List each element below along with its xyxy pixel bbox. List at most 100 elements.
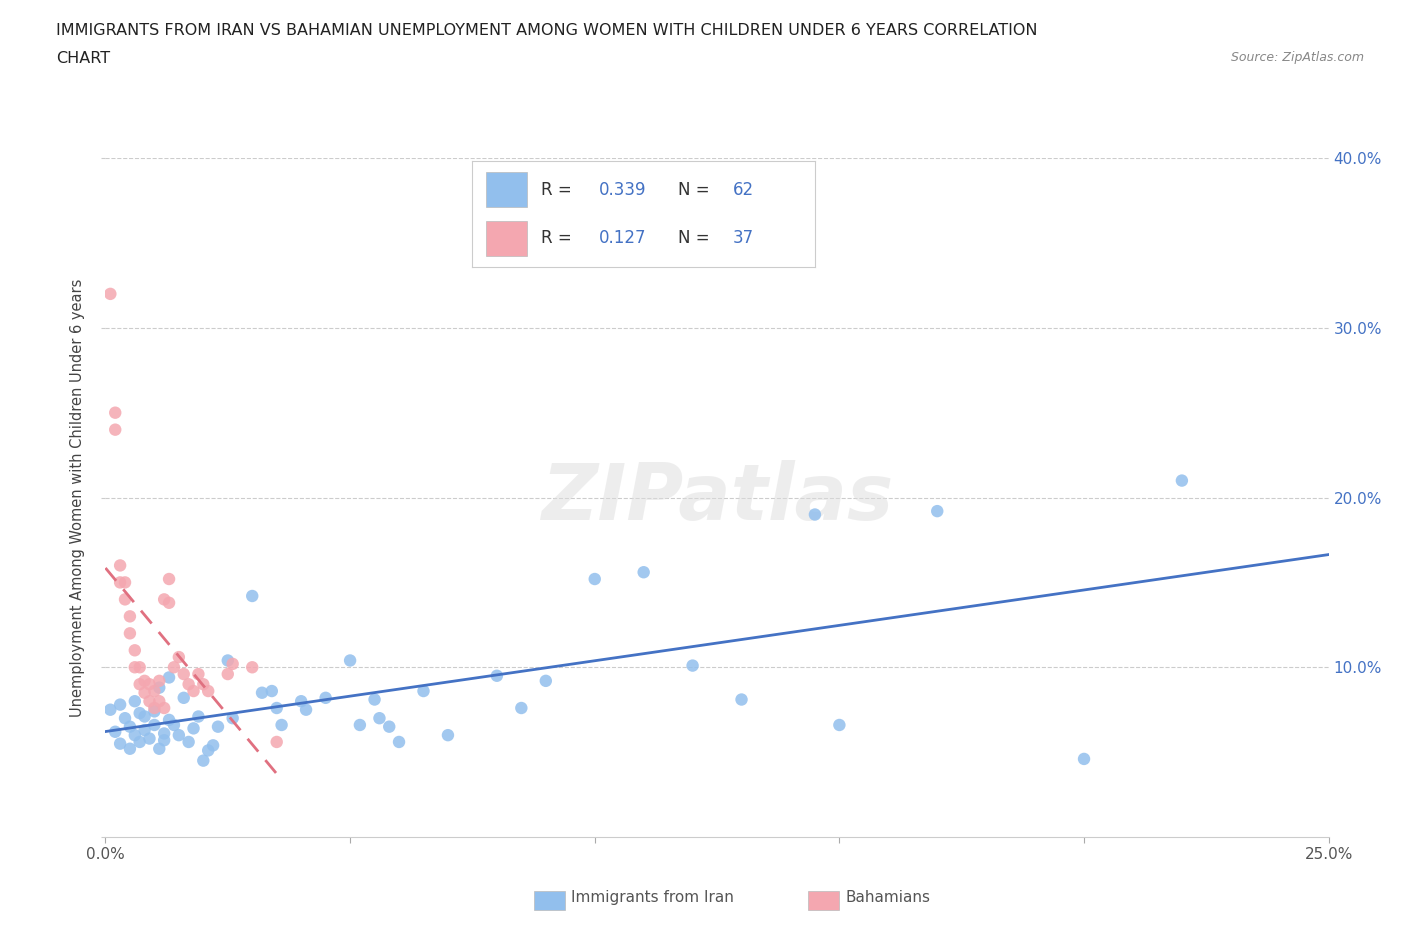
Text: Source: ZipAtlas.com: Source: ZipAtlas.com — [1230, 51, 1364, 64]
Point — [363, 692, 385, 707]
Point — [828, 718, 851, 733]
Point — [134, 709, 156, 724]
Point — [114, 575, 136, 590]
Point — [118, 719, 141, 734]
Point — [124, 694, 146, 709]
Point — [157, 595, 180, 610]
Point — [349, 718, 371, 733]
Point — [583, 572, 606, 587]
Point — [128, 677, 150, 692]
Point — [108, 698, 131, 712]
Point — [163, 660, 186, 675]
Point — [167, 650, 190, 665]
Text: Immigrants from Iran: Immigrants from Iran — [571, 890, 734, 905]
Point — [104, 724, 127, 739]
Point — [128, 706, 150, 721]
Point — [221, 657, 243, 671]
Point — [183, 684, 205, 698]
Point — [148, 673, 170, 688]
Point — [153, 592, 176, 607]
Point — [193, 753, 215, 768]
Point — [148, 741, 170, 756]
Point — [157, 670, 180, 684]
Point — [804, 507, 827, 522]
Point — [114, 711, 136, 725]
Point — [157, 712, 180, 727]
Point — [104, 422, 127, 437]
Point — [240, 660, 263, 675]
Point — [197, 743, 219, 758]
Point — [388, 735, 411, 750]
Point — [128, 660, 150, 675]
Point — [187, 667, 209, 682]
Point — [1171, 473, 1194, 488]
Point — [378, 719, 401, 734]
Point — [134, 723, 156, 737]
Point — [260, 684, 283, 698]
Point — [177, 677, 200, 692]
Point — [510, 700, 533, 715]
Point — [412, 684, 434, 698]
Point — [368, 711, 391, 725]
Point — [250, 685, 273, 700]
Point — [1073, 751, 1095, 766]
Text: IMMIGRANTS FROM IRAN VS BAHAMIAN UNEMPLOYMENT AMONG WOMEN WITH CHILDREN UNDER 6 : IMMIGRANTS FROM IRAN VS BAHAMIAN UNEMPLO… — [56, 23, 1038, 38]
Point — [295, 702, 318, 717]
Point — [167, 727, 190, 742]
Point — [114, 592, 136, 607]
Point — [143, 704, 166, 719]
Point — [134, 673, 156, 688]
Point — [108, 558, 131, 573]
Point — [148, 694, 170, 709]
Point — [104, 405, 127, 420]
Point — [183, 721, 205, 736]
Point — [148, 680, 170, 695]
Point — [153, 700, 176, 715]
Point — [197, 684, 219, 698]
Point — [98, 702, 121, 717]
Text: CHART: CHART — [56, 51, 110, 66]
Point — [118, 626, 141, 641]
Point — [730, 692, 752, 707]
Point — [143, 684, 166, 698]
Point — [124, 643, 146, 658]
Point — [266, 700, 288, 715]
Point — [98, 286, 121, 301]
Point — [124, 660, 146, 675]
Y-axis label: Unemployment Among Women with Children Under 6 years: Unemployment Among Women with Children U… — [70, 278, 86, 717]
Point — [193, 677, 215, 692]
Point — [290, 694, 312, 709]
Point — [217, 667, 239, 682]
Point — [153, 733, 176, 748]
Point — [138, 694, 160, 709]
Point — [134, 685, 156, 700]
Point — [177, 735, 200, 750]
Point — [124, 727, 146, 742]
Point — [927, 504, 949, 519]
Point — [143, 700, 166, 715]
Point — [173, 667, 195, 682]
Point — [485, 669, 508, 684]
Point — [207, 719, 229, 734]
Point — [138, 731, 160, 746]
Point — [157, 572, 180, 587]
Point — [240, 589, 263, 604]
Point — [128, 735, 150, 750]
Point — [173, 690, 195, 705]
Point — [534, 673, 557, 688]
Point — [187, 709, 209, 724]
Point — [633, 565, 655, 579]
Point — [217, 653, 239, 668]
Point — [163, 718, 186, 733]
Point — [108, 737, 131, 751]
Point — [108, 575, 131, 590]
Point — [682, 658, 704, 673]
Point — [437, 727, 460, 742]
Point — [118, 609, 141, 624]
Point — [118, 741, 141, 756]
Point — [153, 726, 176, 741]
Point — [270, 718, 292, 733]
Point — [143, 718, 166, 733]
Text: ZIPatlas: ZIPatlas — [541, 459, 893, 536]
Point — [202, 737, 225, 752]
